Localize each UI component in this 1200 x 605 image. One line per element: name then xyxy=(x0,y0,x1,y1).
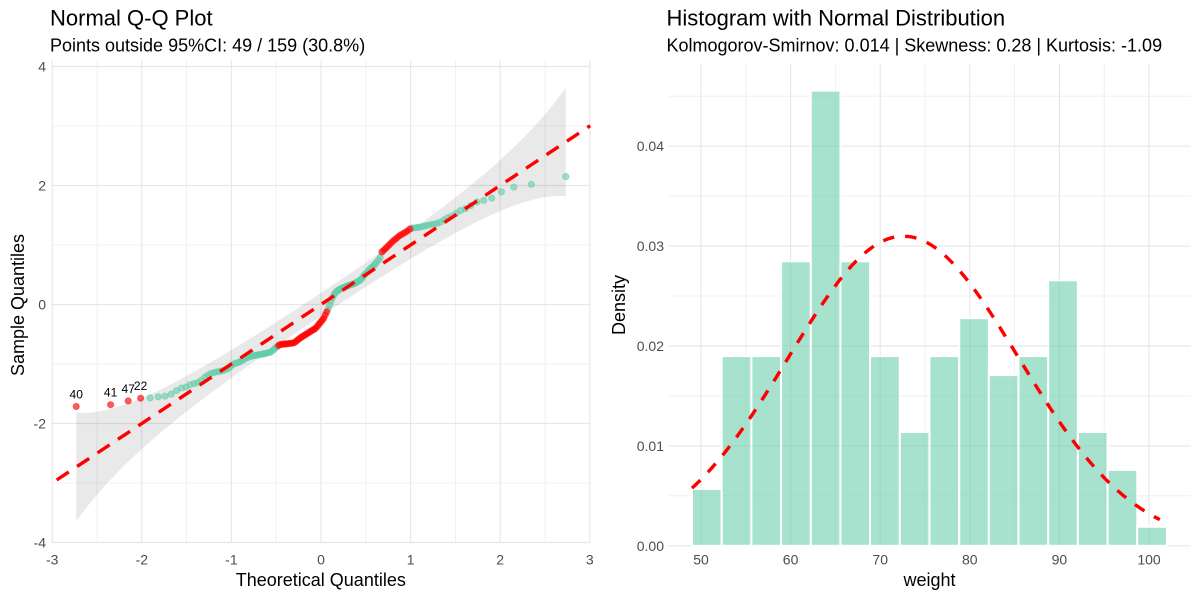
svg-text:Theoretical Quantiles: Theoretical Quantiles xyxy=(236,570,406,590)
svg-text:2: 2 xyxy=(38,178,46,194)
svg-text:Density: Density xyxy=(609,275,629,335)
svg-text:0.01: 0.01 xyxy=(637,438,664,454)
svg-text:-1: -1 xyxy=(225,552,238,568)
svg-text:Sample Quantiles: Sample Quantiles xyxy=(8,234,28,376)
svg-text:3: 3 xyxy=(586,552,594,568)
svg-text:Histogram with Normal Distribu: Histogram with Normal Distribution xyxy=(667,6,1006,31)
svg-text:41: 41 xyxy=(104,386,118,400)
svg-text:weight: weight xyxy=(902,570,955,590)
svg-text:60: 60 xyxy=(783,552,799,568)
svg-text:4: 4 xyxy=(38,59,46,75)
svg-text:-3: -3 xyxy=(46,552,59,568)
svg-text:0.02: 0.02 xyxy=(637,338,664,354)
svg-text:-2: -2 xyxy=(136,552,149,568)
svg-text:0.04: 0.04 xyxy=(637,138,664,154)
svg-text:Normal Q-Q Plot: Normal Q-Q Plot xyxy=(50,6,213,31)
svg-text:-4: -4 xyxy=(34,535,47,551)
svg-text:22: 22 xyxy=(134,379,148,393)
svg-text:50: 50 xyxy=(693,552,709,568)
svg-text:80: 80 xyxy=(962,552,978,568)
svg-text:100: 100 xyxy=(1137,552,1161,568)
svg-text:Kolmogorov-Smirnov: 0.014 | Sk: Kolmogorov-Smirnov: 0.014 | Skewness: 0.… xyxy=(667,36,1163,56)
svg-text:0: 0 xyxy=(317,552,325,568)
svg-text:70: 70 xyxy=(872,552,888,568)
svg-text:Points outside 95%CI: 49 / 159: Points outside 95%CI: 49 / 159 (30.8%) xyxy=(50,36,365,56)
svg-text:1: 1 xyxy=(407,552,415,568)
svg-text:0.00: 0.00 xyxy=(637,538,664,554)
svg-text:40: 40 xyxy=(70,388,84,402)
svg-text:0.03: 0.03 xyxy=(637,238,664,254)
svg-text:0: 0 xyxy=(38,297,46,313)
svg-text:90: 90 xyxy=(1052,552,1068,568)
svg-text:-2: -2 xyxy=(34,416,47,432)
svg-text:47: 47 xyxy=(122,382,136,396)
svg-text:2: 2 xyxy=(496,552,504,568)
